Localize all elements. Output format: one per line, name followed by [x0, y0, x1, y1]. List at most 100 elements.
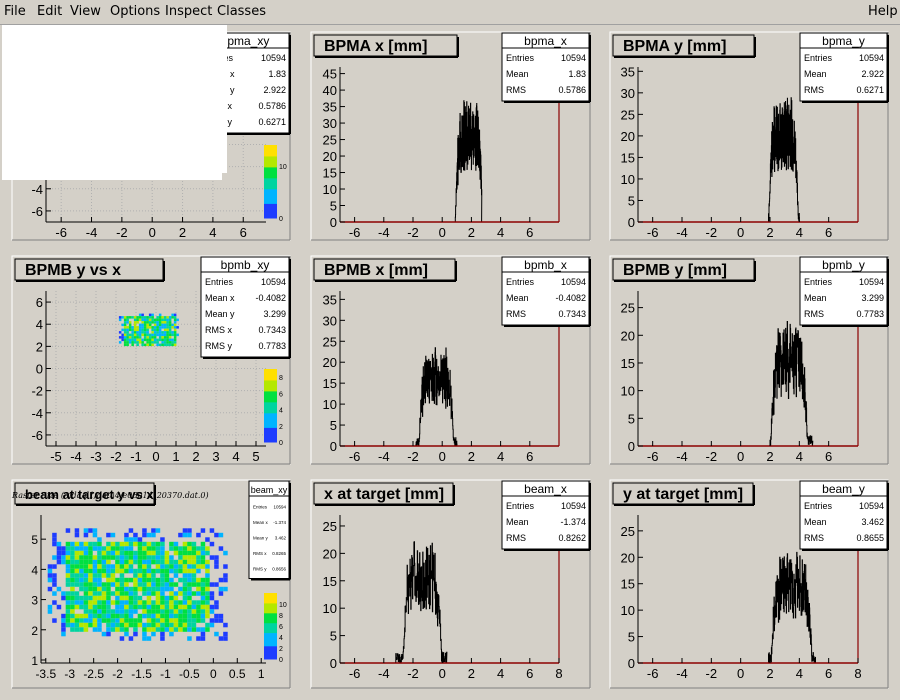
heatmap-cell	[146, 568, 152, 574]
heatmap-cell	[79, 595, 84, 601]
heatmap-cell	[65, 550, 71, 556]
heatmap-cell	[141, 321, 144, 324]
menu-file[interactable]: File	[4, 4, 26, 19]
heatmap-cell	[92, 604, 98, 610]
stats-label: Entries	[506, 501, 535, 511]
stats-label: Mean	[506, 293, 529, 303]
heatmap-cell	[128, 528, 134, 533]
heatmap-cell	[128, 591, 134, 596]
heatmap-cell	[218, 618, 224, 623]
heatmap-cell	[143, 316, 147, 319]
heatmap-cell	[133, 338, 137, 342]
heatmap-cell	[83, 604, 89, 610]
heatmap-cell	[200, 528, 206, 533]
menu-classes[interactable]: Classes	[217, 4, 266, 19]
heatmap-cell	[124, 577, 129, 583]
y-tick-label: 15	[323, 166, 337, 181]
x-tick-label: 6	[526, 449, 533, 464]
heatmap-cell	[169, 564, 174, 569]
heatmap-cell	[155, 609, 161, 614]
heatmap-cell	[131, 331, 134, 334]
heatmap-cell	[166, 341, 169, 344]
palette-step	[264, 649, 277, 653]
y-tick-label: 5	[628, 630, 635, 645]
heatmap-cell	[173, 600, 179, 605]
heatmap-cell	[126, 343, 129, 347]
heatmap-cell	[101, 568, 107, 574]
heatmap-cell	[169, 604, 174, 610]
heatmap-cell	[137, 600, 143, 605]
heatmap-cell	[205, 582, 210, 587]
heatmap-cell	[191, 568, 197, 574]
heatmap-cell	[200, 555, 206, 560]
heatmap-cell	[161, 318, 164, 322]
y-tick-label: 0	[330, 215, 337, 230]
heatmap-cell	[173, 546, 179, 551]
heatmap-cell	[136, 341, 139, 344]
heatmap-cell	[196, 627, 201, 632]
x-tick-label: 0	[737, 449, 744, 464]
palette-step	[264, 655, 277, 660]
heatmap-cell	[161, 341, 164, 344]
heatmap-cell	[151, 609, 156, 614]
heatmap-cell	[141, 343, 144, 347]
heatmap-cell	[124, 627, 129, 632]
heatmap-cell	[153, 328, 157, 332]
heatmap-cell	[163, 333, 167, 337]
stats-value: 0.6271	[856, 85, 884, 95]
menu-options[interactable]: Options	[110, 4, 161, 19]
heatmap-cell	[74, 532, 80, 538]
heatmap-cell	[74, 577, 80, 583]
heatmap-cell	[168, 338, 172, 342]
heatmap-cell	[205, 622, 210, 628]
heatmap-cell	[70, 591, 75, 596]
heatmap-cell	[200, 591, 206, 596]
heatmap-cell	[173, 326, 177, 329]
menu-help[interactable]: Help	[868, 4, 898, 19]
heatmap-cell	[191, 573, 197, 578]
heatmap-cell	[124, 622, 129, 628]
heatmap-cell	[92, 591, 98, 596]
stats-value: 0.7343	[258, 325, 286, 335]
heatmap-cell	[128, 341, 132, 344]
heatmap-cell	[151, 333, 154, 337]
menu-view[interactable]: View	[70, 4, 101, 19]
palette-step	[264, 163, 277, 168]
heatmap-cell	[110, 541, 116, 547]
heatmap-cell	[128, 546, 134, 551]
heatmap-cell	[128, 316, 132, 319]
heatmap-cell	[151, 591, 156, 596]
heatmap-cell	[101, 604, 107, 610]
menu-edit[interactable]: Edit	[37, 4, 63, 19]
heatmap-cell	[121, 316, 124, 319]
heatmap-cell	[70, 582, 75, 587]
palette-label: 0	[279, 440, 283, 447]
heatmap-cell	[74, 604, 80, 610]
heatmap-cell	[142, 627, 147, 632]
heatmap-cell	[133, 555, 138, 560]
x-tick-label: -3	[90, 449, 102, 464]
heatmap-cell	[191, 613, 197, 619]
heatmap-cell	[171, 338, 174, 342]
heatmap-cell	[101, 582, 107, 587]
heatmap-cell	[191, 582, 197, 587]
y-tick-label: 2	[36, 339, 43, 354]
heatmap-cell	[166, 343, 169, 347]
heatmap-cell	[171, 341, 174, 344]
heatmap-cell	[156, 318, 159, 322]
heatmap-cell	[88, 577, 93, 583]
heatmap-cell	[92, 559, 98, 565]
x-tick-label: 4	[497, 225, 504, 240]
heatmap-cell	[126, 338, 129, 342]
heatmap-cell	[133, 573, 138, 578]
menu-inspect[interactable]: Inspect	[165, 4, 213, 19]
heatmap-cell	[74, 559, 80, 565]
heatmap-cell	[119, 559, 125, 565]
heatmap-cell	[97, 595, 102, 601]
heatmap-cell	[168, 323, 172, 327]
heatmap-cell	[187, 604, 192, 610]
x-tick-label: -4	[70, 449, 82, 464]
heatmap-cell	[126, 341, 129, 344]
